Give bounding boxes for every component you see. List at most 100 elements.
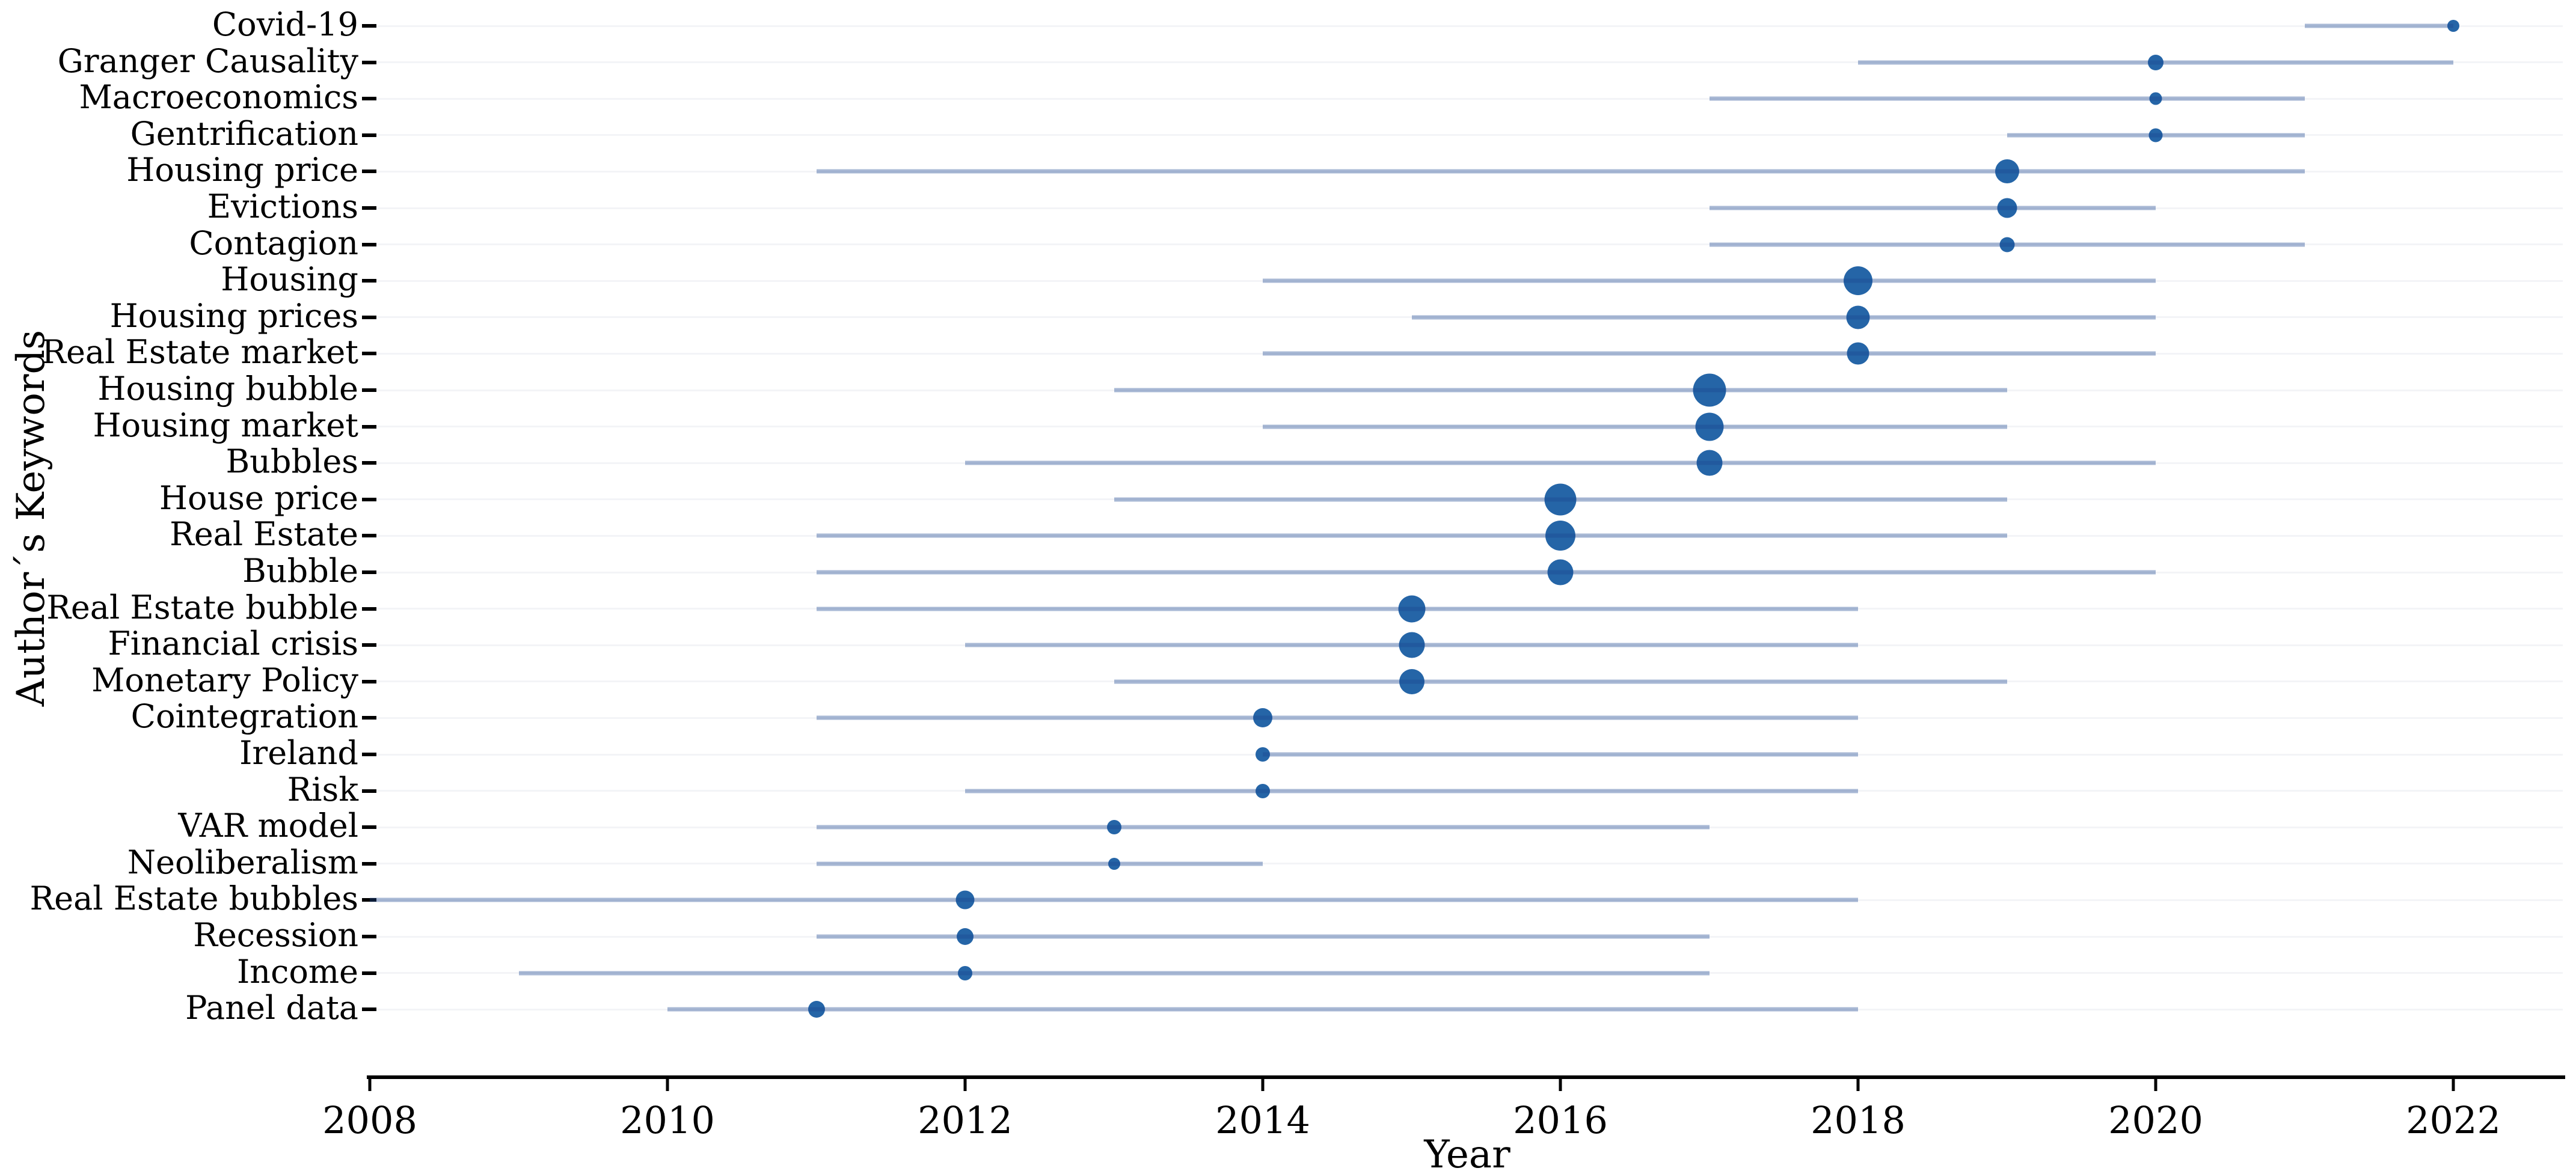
keyword-label: VAR model (178, 807, 358, 845)
keyword-label: Panel data (185, 989, 358, 1027)
frequency-dot (1997, 198, 2017, 218)
row-gridline (367, 316, 2563, 319)
year-range-line (816, 861, 1263, 866)
y-tick (362, 861, 376, 866)
year-range-line (370, 897, 1858, 902)
x-tick-label: 2020 (2108, 1098, 2203, 1142)
x-axis-line (367, 1075, 2565, 1079)
x-tick-label: 2012 (918, 1098, 1013, 1142)
frequency-dot (957, 928, 974, 945)
keyword-label: Income (236, 952, 358, 991)
row-gridline (367, 97, 2563, 100)
keyword-label: Housing prices (109, 296, 358, 335)
frequency-dot (2148, 54, 2164, 70)
frequency-dot (1398, 595, 1425, 623)
year-range-line (965, 643, 1858, 647)
frequency-dot (1253, 708, 1272, 728)
y-tick (362, 1007, 376, 1012)
keyword-label: Ireland (239, 733, 358, 772)
y-tick (362, 242, 376, 246)
x-tick-label: 2022 (2406, 1098, 2501, 1142)
y-tick (362, 716, 376, 720)
year-range-line (518, 971, 1710, 976)
keyword-label: Gentrification (130, 114, 358, 153)
year-range-line (1263, 424, 2007, 429)
frequency-dot (1545, 521, 1575, 551)
y-axis-title: Author´s Keywords (9, 329, 54, 707)
year-range-line (1263, 278, 2156, 283)
keyword-label: Recession (193, 916, 358, 954)
row-gridline (367, 790, 2563, 792)
y-tick (362, 461, 376, 465)
x-tick (368, 1079, 372, 1091)
year-range-line (1114, 497, 2007, 502)
x-tick (1559, 1079, 1562, 1091)
y-tick (362, 388, 376, 392)
row-gridline (367, 352, 2563, 355)
row-gridline (367, 753, 2563, 756)
frequency-dot (1847, 342, 1869, 365)
y-tick (362, 424, 376, 429)
keyword-label: Real Estate (170, 515, 358, 554)
frequency-dot (1399, 668, 1424, 694)
row-gridline (367, 717, 2563, 719)
y-tick (362, 133, 376, 137)
year-range-line (816, 533, 2007, 538)
row-gridline (367, 826, 2563, 828)
y-tick (362, 935, 376, 938)
frequency-dot (958, 965, 972, 980)
keyword-label: Bubbles (225, 442, 358, 481)
year-range-line (1411, 315, 2156, 320)
row-gridline (367, 680, 2563, 683)
row-gridline (367, 608, 2563, 610)
frequency-dot (1256, 783, 1270, 798)
row-gridline (367, 498, 2563, 501)
x-tick (666, 1079, 669, 1091)
y-tick (362, 570, 376, 574)
frequency-dot (1696, 450, 1722, 476)
x-tick-label: 2010 (620, 1098, 715, 1142)
x-axis-title: Year (1424, 1133, 1510, 1174)
frequency-dot (1846, 305, 1870, 329)
row-gridline (367, 243, 2563, 246)
keyword-label: Real Estate bubbles (29, 879, 358, 918)
year-range-line (1114, 679, 2007, 684)
year-range-line (816, 169, 2305, 174)
year-range-line (1263, 351, 2156, 356)
keyword-label: Macroeconomics (79, 78, 358, 117)
row-gridline (367, 462, 2563, 464)
x-tick-label: 2016 (1513, 1098, 1608, 1142)
frequency-dot (1547, 559, 1574, 585)
keyword-label: Housing market (93, 406, 358, 444)
row-gridline (367, 207, 2563, 209)
x-tick-label: 2014 (1215, 1098, 1310, 1142)
year-range-line (965, 460, 2156, 465)
year-range-line (816, 570, 2156, 575)
frequency-dot (1844, 266, 1872, 296)
row-gridline (367, 935, 2563, 938)
frequency-dot (808, 1001, 825, 1018)
frequency-dot (1106, 820, 1121, 835)
year-range-line (1709, 96, 2305, 101)
frequency-dot (955, 890, 975, 910)
x-tick (1856, 1079, 1860, 1091)
y-tick (362, 971, 376, 975)
year-range-line (816, 934, 1710, 939)
frequency-dot (2148, 128, 2163, 142)
keyword-label: Cointegration (130, 697, 358, 736)
y-tick (362, 352, 376, 356)
y-tick (362, 206, 376, 210)
x-tick-label: 2018 (1811, 1098, 1906, 1142)
keyword-label: Bubble (242, 551, 358, 590)
y-tick (362, 679, 376, 683)
frequency-dot (2149, 92, 2162, 105)
year-range-line (816, 825, 1710, 830)
y-tick (362, 279, 376, 283)
row-gridline (367, 389, 2563, 391)
frequency-dot (1999, 237, 2014, 252)
frequency-dot (1995, 159, 2019, 184)
y-tick (362, 789, 376, 793)
y-tick (362, 643, 376, 647)
x-tick (1261, 1079, 1265, 1091)
